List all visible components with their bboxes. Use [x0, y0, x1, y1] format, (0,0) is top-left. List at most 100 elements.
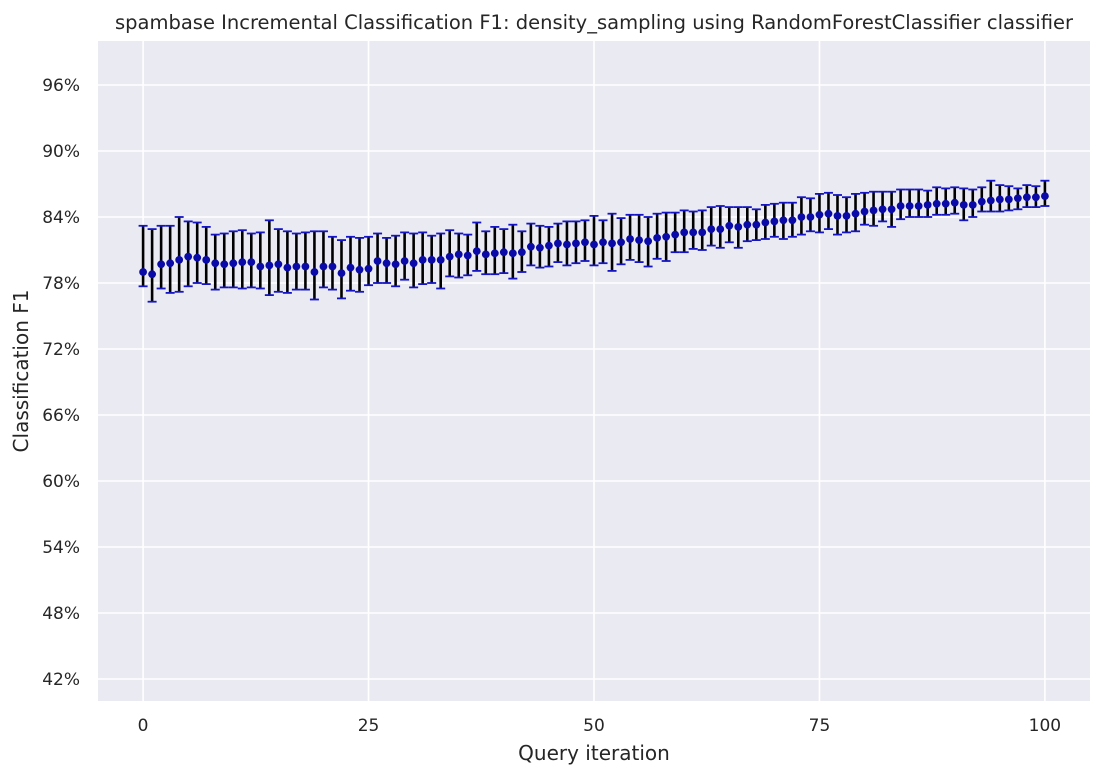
y-tick-label: 78% [42, 274, 80, 294]
data-point [526, 242, 535, 251]
data-point [851, 209, 860, 218]
data-point [644, 237, 653, 246]
data-point [490, 249, 499, 258]
x-axis-label: Query iteration [518, 741, 670, 765]
error-bar [192, 221, 202, 284]
data-point [833, 212, 842, 220]
data-point [265, 261, 274, 270]
data-point [689, 228, 698, 237]
y-axis-ticks: 42% 48% 54% 60% 66% 72% 78% 84% 90% 96% [42, 76, 80, 690]
data-point [698, 228, 707, 237]
data-point [608, 239, 616, 248]
error-bar [147, 228, 157, 303]
data-point [481, 250, 490, 259]
grid [98, 41, 1090, 701]
error-bar [300, 231, 310, 291]
data-point [1013, 194, 1022, 203]
data-point [1031, 193, 1040, 202]
data-point [599, 238, 607, 247]
y-tick-label: 42% [42, 670, 80, 690]
data-points [139, 192, 1049, 279]
error-bar [264, 219, 274, 297]
data-point [680, 228, 689, 237]
data-point [247, 258, 256, 266]
y-tick-label: 72% [42, 340, 80, 360]
data-point [418, 256, 427, 264]
data-point [310, 268, 319, 276]
data-point [427, 256, 436, 264]
y-tick-label: 90% [42, 142, 80, 162]
data-point [1041, 192, 1049, 201]
data-point [554, 239, 562, 248]
data-point [517, 248, 526, 257]
data-point [337, 269, 346, 277]
data-point [932, 199, 941, 208]
data-point [391, 260, 400, 269]
data-point [211, 259, 220, 268]
data-point [734, 223, 743, 231]
data-point [941, 199, 950, 208]
data-point [707, 225, 716, 234]
data-point [968, 201, 977, 209]
data-point [229, 259, 238, 268]
data-point [842, 212, 851, 220]
data-point [869, 206, 878, 215]
data-point [815, 210, 824, 219]
error-bar [282, 230, 292, 294]
y-axis-label: Classification F1 [9, 290, 33, 453]
data-point [445, 252, 454, 261]
x-tick-label: 25 [358, 716, 380, 736]
y-tick-label: 96% [42, 76, 80, 96]
data-point [635, 236, 643, 245]
data-point [617, 238, 625, 247]
chart-title: spambase Incremental Classification F1: … [115, 11, 1074, 34]
error-bar [364, 235, 374, 287]
data-point [860, 207, 869, 216]
y-tick-label: 84% [42, 208, 80, 228]
data-point [923, 201, 932, 209]
x-axis-ticks: 0 25 50 75 100 [138, 716, 1061, 736]
error-bar [156, 224, 166, 290]
data-point [671, 230, 680, 239]
error-bar [318, 230, 328, 289]
x-tick-label: 50 [583, 716, 605, 736]
x-tick-label: 0 [138, 716, 149, 736]
data-point [166, 259, 175, 268]
data-point [977, 197, 986, 206]
data-point [535, 243, 544, 252]
data-point [472, 247, 481, 256]
data-point [770, 217, 779, 226]
data-point [896, 202, 905, 210]
data-point [184, 252, 193, 261]
y-tick-label: 48% [42, 604, 80, 624]
data-point [590, 240, 598, 249]
data-point [292, 262, 301, 271]
error-bar [355, 236, 365, 293]
data-point [220, 260, 229, 269]
data-point [382, 259, 391, 268]
data-point [662, 232, 671, 241]
data-point [256, 262, 265, 271]
data-point [572, 239, 580, 248]
data-point [319, 262, 328, 271]
data-point [581, 238, 589, 247]
data-point [626, 235, 634, 243]
data-point [202, 256, 211, 264]
data-point [175, 256, 184, 264]
y-tick-label: 66% [42, 406, 80, 426]
data-point [193, 253, 202, 262]
data-point [400, 257, 409, 265]
data-point [499, 248, 508, 257]
error-bar [138, 224, 148, 288]
data-point [436, 256, 445, 264]
data-point [364, 264, 373, 273]
error-bar [291, 232, 301, 291]
data-point [1022, 193, 1031, 202]
data-point [905, 202, 914, 210]
data-point [157, 260, 166, 269]
data-point [346, 263, 355, 272]
data-point [454, 250, 463, 259]
data-point [986, 196, 995, 205]
error-bar [255, 231, 265, 290]
